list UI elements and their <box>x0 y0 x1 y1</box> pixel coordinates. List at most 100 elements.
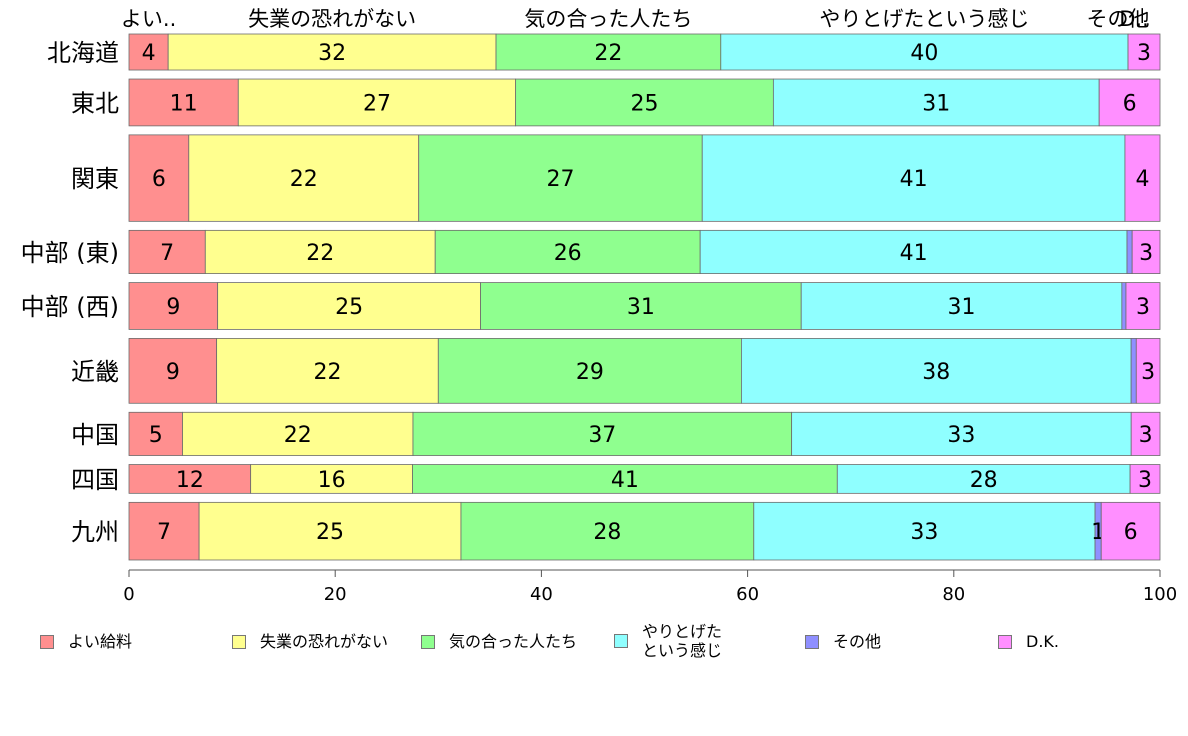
legend-swatch <box>421 634 435 649</box>
bar-value-label: 40 <box>910 41 938 66</box>
legend-swatch <box>614 634 628 648</box>
bar-segment <box>1129 464 1161 494</box>
series-header-label: その他 <box>1087 7 1150 31</box>
bar-segment <box>1126 229 1133 274</box>
bar-value-label: 22 <box>290 167 318 192</box>
bar-value-label: 9 <box>166 295 180 320</box>
legend-label: 失業の恐れがない <box>260 632 389 651</box>
bar-value-label: 3 <box>1139 423 1153 448</box>
category-label: 近畿 <box>71 358 119 386</box>
bar-segment <box>1135 338 1161 404</box>
bar-value-label: 31 <box>948 295 976 320</box>
legend-swatch <box>232 634 246 649</box>
bar-segment <box>495 33 722 71</box>
category-label: 四国 <box>71 466 119 494</box>
bar-value-label: 28 <box>593 520 621 545</box>
bar-value-label: 32 <box>318 41 346 66</box>
bar-value-label: 4 <box>142 41 156 66</box>
bar-value-label: 22 <box>594 41 622 66</box>
bar-value-label: 7 <box>157 520 171 545</box>
bar-value-label: 3 <box>1136 295 1150 320</box>
bar-value-label: 38 <box>922 360 950 385</box>
bar-value-label: 6 <box>1124 520 1138 545</box>
bar-segment <box>480 282 802 330</box>
bar-value-label: 3 <box>1137 41 1151 66</box>
series-header-label: 失業の恐れがない <box>248 7 416 31</box>
x-tick-label: 80 <box>942 584 965 605</box>
bar-segment <box>772 78 1100 127</box>
bar-segment <box>699 229 1128 274</box>
legend-item: よい給料 <box>40 632 132 651</box>
bar-value-label: 31 <box>922 91 950 116</box>
bar-value-label: 6 <box>1123 91 1137 116</box>
bar-segment <box>437 338 742 404</box>
x-tick-label: 100 <box>1143 584 1177 605</box>
legend-item: 失業の恐れがない <box>232 632 388 651</box>
bar-value-label: 7 <box>160 241 174 266</box>
bar-segment <box>460 501 755 561</box>
category-label: 中国 <box>71 421 119 449</box>
bar-value-label: 6 <box>152 167 166 192</box>
bar-segment <box>753 501 1096 561</box>
bar-segment <box>412 464 838 494</box>
bar-value-label: 25 <box>316 520 344 545</box>
x-tick-label: 40 <box>530 584 553 605</box>
bar-segment <box>128 282 219 330</box>
legend-item: その他 <box>805 632 881 651</box>
legend-swatch <box>805 634 819 649</box>
bar-value-label: 29 <box>576 360 604 385</box>
bar-segment <box>182 411 414 456</box>
bar-segment <box>720 33 1129 71</box>
bar-segment <box>515 78 774 127</box>
x-tick-label: 60 <box>736 584 759 605</box>
bar-value-label: 31 <box>627 295 655 320</box>
legend-label: よい給料 <box>68 632 133 651</box>
legend-item: やりとげた という感じ <box>614 622 722 660</box>
bar-value-label: 37 <box>588 423 616 448</box>
bar-segment <box>1121 282 1127 330</box>
bar-segment <box>188 134 420 222</box>
bar-value-label: 11 <box>170 91 198 116</box>
bar-segment <box>701 134 1126 222</box>
bar-value-label: 16 <box>318 468 346 493</box>
bar-segment <box>128 33 169 71</box>
bar-value-label: 25 <box>631 91 659 116</box>
bar-segment <box>204 229 436 274</box>
bar-segment <box>216 338 439 404</box>
legend-label: D.K. <box>1026 632 1059 651</box>
bar-value-label: 33 <box>910 520 938 545</box>
series-header-label: 気の合った人たち <box>524 7 692 31</box>
category-label: 東北 <box>71 89 119 117</box>
bar-segment <box>237 78 517 127</box>
bar-segment <box>1100 501 1161 561</box>
category-label: 北海道 <box>47 39 119 67</box>
bar-value-label: 12 <box>176 468 204 493</box>
bar-segment <box>1098 78 1161 127</box>
legend-label: やりとげた という感じ <box>642 622 723 660</box>
bar-segment <box>1131 229 1161 274</box>
bar-segment <box>1130 411 1161 456</box>
x-tick-label: 20 <box>324 584 347 605</box>
series-header-label: D.. <box>1119 7 1149 31</box>
bar-value-label: 27 <box>363 91 391 116</box>
bar-value-label: 41 <box>611 468 639 493</box>
category-label: 中部 (西) <box>21 293 119 321</box>
bar-segment <box>1124 134 1161 222</box>
legend-label: その他 <box>833 632 882 651</box>
bar-segment <box>167 33 497 71</box>
bar-value-label: 33 <box>947 423 975 448</box>
chart-legend: よい給料 失業の恐れがない 気の合った人たち やりとげた という感じ その他 D.K. <box>0 622 1188 672</box>
category-label: 九州 <box>71 518 119 546</box>
legend-swatch <box>40 634 54 649</box>
category-label: 関東 <box>71 165 119 193</box>
bar-segment <box>1130 338 1137 404</box>
bar-value-label: 22 <box>306 241 334 266</box>
bar-segment <box>836 464 1131 494</box>
bar-value-label: 28 <box>970 468 998 493</box>
bar-segment <box>1125 282 1161 330</box>
bar-value-label: 3 <box>1138 468 1152 493</box>
legend-item: D.K. <box>998 632 1059 651</box>
legend-item: 気の合った人たち <box>421 632 577 651</box>
bar-segment <box>434 229 701 274</box>
